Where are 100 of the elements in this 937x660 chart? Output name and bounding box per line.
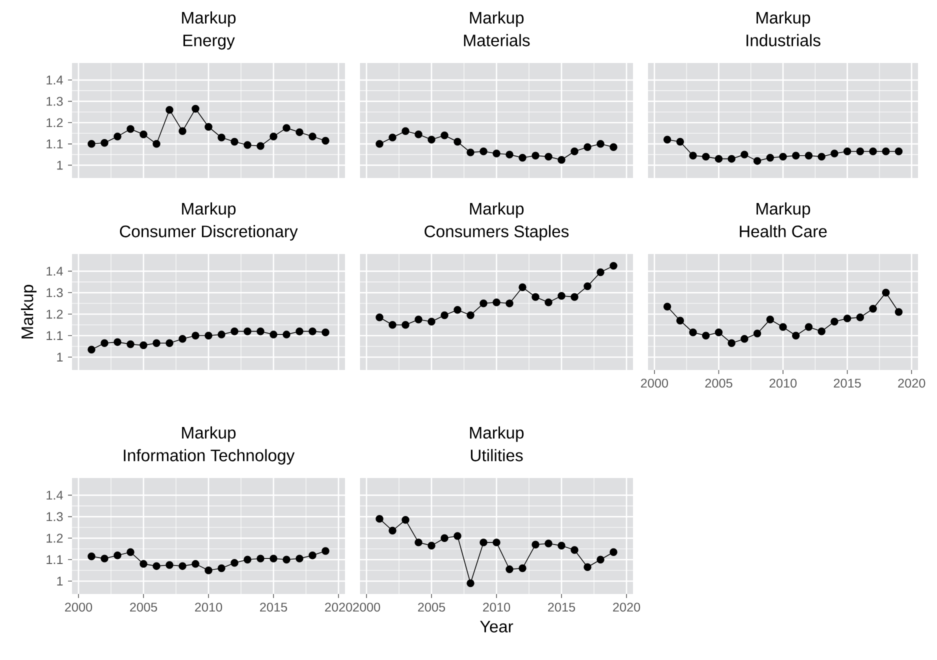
chart-title: Markup bbox=[470, 426, 524, 442]
point bbox=[192, 560, 200, 568]
point bbox=[100, 339, 108, 348]
y-tick-label: 1.1 bbox=[46, 140, 63, 148]
point bbox=[282, 330, 290, 338]
point bbox=[466, 311, 474, 320]
point bbox=[388, 321, 396, 329]
point bbox=[882, 148, 890, 156]
point bbox=[584, 563, 592, 572]
point bbox=[256, 327, 264, 336]
point bbox=[204, 123, 212, 131]
point bbox=[322, 547, 330, 555]
point bbox=[454, 306, 462, 314]
point bbox=[178, 127, 186, 135]
point bbox=[88, 140, 96, 148]
point bbox=[282, 124, 290, 132]
point bbox=[100, 138, 108, 147]
point bbox=[480, 148, 488, 156]
point bbox=[766, 316, 774, 324]
point bbox=[492, 538, 500, 546]
point bbox=[308, 132, 316, 140]
point bbox=[894, 148, 903, 156]
point bbox=[308, 551, 316, 560]
point bbox=[114, 132, 122, 140]
x-tick-label: 2000 bbox=[65, 602, 92, 612]
point bbox=[532, 293, 540, 301]
point bbox=[596, 268, 604, 276]
y-axis-title: Markup bbox=[20, 284, 37, 338]
point bbox=[256, 554, 264, 562]
chart-title: Markup bbox=[756, 202, 810, 218]
point bbox=[414, 538, 422, 546]
point bbox=[376, 314, 384, 322]
chart-subtitle: Information Technology bbox=[124, 449, 295, 465]
point bbox=[270, 132, 278, 140]
point bbox=[818, 152, 826, 161]
point bbox=[492, 298, 500, 306]
chart-title: Markup bbox=[470, 11, 524, 27]
x-tick-label: 2015 bbox=[260, 602, 288, 612]
y-tick-label: 1.3 bbox=[46, 512, 63, 522]
point bbox=[244, 327, 252, 336]
point bbox=[402, 516, 410, 524]
point bbox=[440, 132, 448, 140]
point bbox=[114, 338, 122, 346]
point bbox=[376, 140, 384, 148]
point bbox=[480, 538, 488, 546]
point bbox=[428, 542, 436, 550]
x-tick-label: 2010 bbox=[483, 602, 510, 612]
x-tick-label: 2000 bbox=[640, 378, 668, 388]
point bbox=[532, 152, 540, 160]
chart-title: Markup bbox=[470, 202, 524, 218]
point bbox=[843, 314, 852, 322]
point bbox=[596, 140, 604, 148]
point bbox=[506, 150, 514, 158]
point bbox=[140, 560, 148, 568]
chart-title: Markup bbox=[182, 426, 236, 442]
point bbox=[296, 128, 304, 136]
point bbox=[100, 554, 108, 562]
point bbox=[152, 140, 160, 148]
y-tick-label: 1.1 bbox=[46, 331, 63, 340]
point bbox=[204, 332, 212, 340]
point bbox=[728, 154, 736, 163]
point bbox=[518, 283, 526, 292]
point bbox=[558, 542, 566, 550]
point bbox=[714, 154, 723, 163]
point bbox=[714, 328, 723, 336]
point bbox=[856, 148, 864, 156]
point bbox=[610, 143, 618, 151]
point bbox=[689, 152, 697, 160]
point bbox=[166, 339, 174, 348]
y-tick-label: 1.4 bbox=[46, 76, 63, 84]
x-tick-label: 2010 bbox=[770, 378, 797, 388]
point bbox=[558, 292, 566, 300]
chart-subtitle: Industrials bbox=[746, 34, 820, 46]
point bbox=[88, 346, 96, 354]
point bbox=[518, 564, 526, 572]
y-tick-label: 1.3 bbox=[46, 288, 63, 298]
point bbox=[166, 106, 174, 114]
point bbox=[388, 526, 396, 534]
point bbox=[282, 556, 290, 564]
x-tick-label: 2005 bbox=[130, 602, 158, 612]
point bbox=[428, 318, 436, 326]
y-tick-label: 1.4 bbox=[46, 266, 63, 276]
point bbox=[663, 302, 672, 310]
point bbox=[792, 332, 800, 340]
point bbox=[440, 311, 448, 320]
point bbox=[843, 148, 852, 156]
point bbox=[596, 556, 604, 564]
chart-subtitle: Health Care bbox=[740, 225, 827, 238]
point bbox=[466, 579, 474, 588]
x-tick-label: 2005 bbox=[705, 378, 732, 388]
point bbox=[402, 321, 410, 329]
y-tick-label: 1.1 bbox=[46, 555, 63, 564]
point bbox=[753, 157, 762, 165]
point bbox=[454, 532, 462, 540]
point bbox=[152, 339, 160, 348]
point bbox=[376, 514, 384, 523]
point bbox=[230, 138, 238, 146]
point bbox=[830, 318, 838, 326]
x-tick-label: 2020 bbox=[325, 602, 352, 612]
point bbox=[308, 327, 316, 336]
